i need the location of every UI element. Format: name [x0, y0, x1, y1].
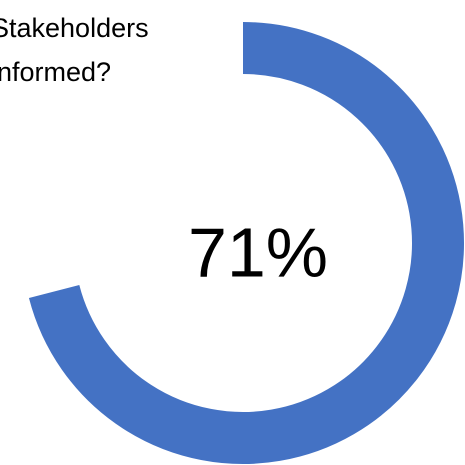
donut-segment [28, 22, 464, 464]
value-label: 71% [188, 213, 328, 291]
chart-title: Stakeholders informed? [0, 13, 149, 87]
